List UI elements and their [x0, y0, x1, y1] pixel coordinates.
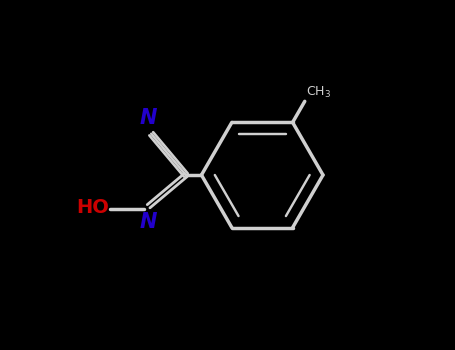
Text: HO: HO — [76, 198, 109, 217]
Text: $\mathregular{CH_3}$: $\mathregular{CH_3}$ — [307, 84, 332, 100]
Text: N: N — [140, 212, 157, 232]
Text: N: N — [140, 107, 157, 127]
